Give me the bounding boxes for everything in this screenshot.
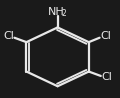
Text: 2: 2 xyxy=(62,9,67,18)
Text: Cl: Cl xyxy=(101,72,112,82)
Text: Cl: Cl xyxy=(100,31,111,41)
Text: Cl: Cl xyxy=(3,31,14,41)
Text: NH: NH xyxy=(48,7,65,17)
